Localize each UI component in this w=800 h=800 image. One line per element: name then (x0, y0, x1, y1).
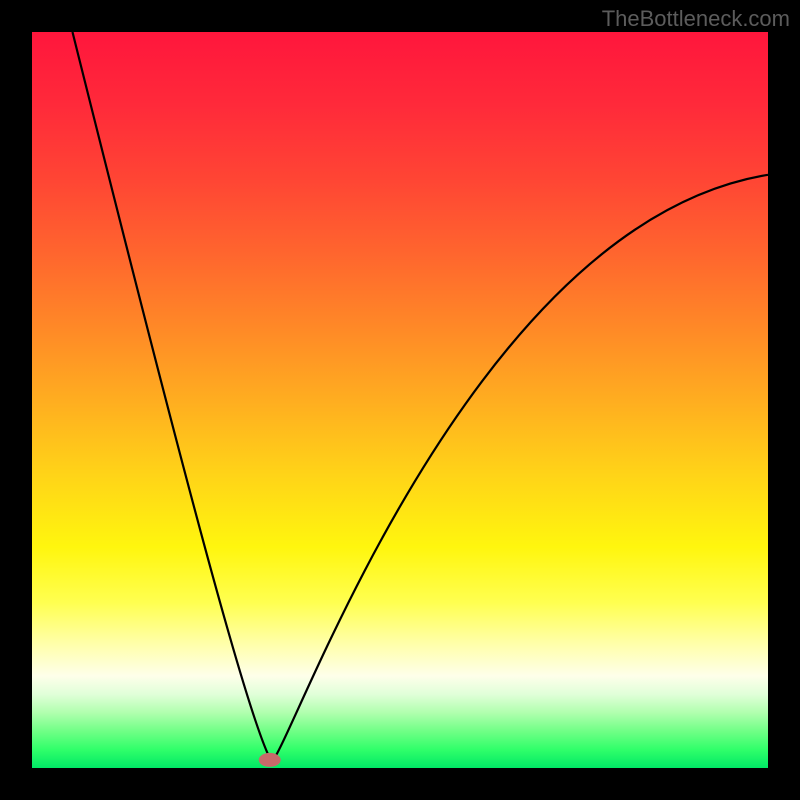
chart-svg (0, 0, 800, 800)
chart-container: TheBottleneck.com (0, 0, 800, 800)
watermark-text: TheBottleneck.com (602, 6, 790, 32)
plot-background (32, 32, 768, 768)
minimum-marker (259, 753, 281, 767)
